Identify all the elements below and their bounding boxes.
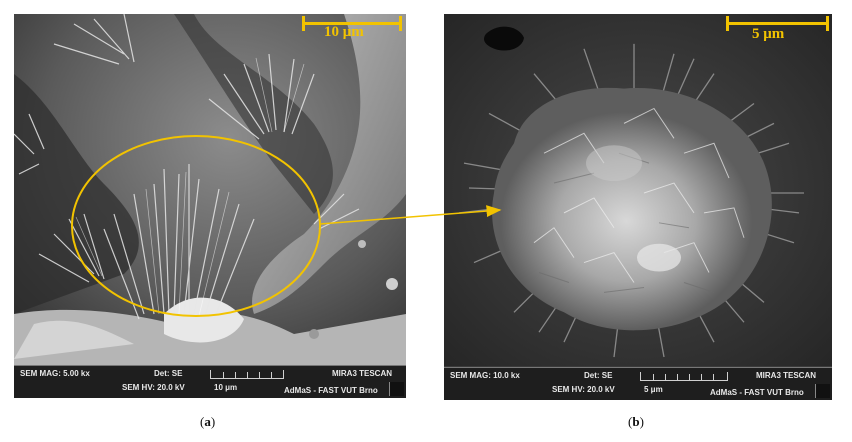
lab-label-a: AdMaS - FAST VUT Brno xyxy=(284,386,378,395)
micrograph-b xyxy=(444,14,832,366)
caption-b: (b) xyxy=(628,414,644,429)
detector-label-b: Det: SE xyxy=(584,371,613,380)
mag-label-b: SEM MAG: 10.0 kx xyxy=(450,371,520,380)
brand-label-a: MIRA3 TESCAN xyxy=(332,369,393,378)
micrograph-a xyxy=(14,14,406,366)
mag-label-a: SEM MAG: 5.00 kx xyxy=(20,369,90,378)
info-scale-ticks-b xyxy=(640,372,728,381)
info-scale-a: 10 μm xyxy=(214,383,238,392)
corner-mark-b xyxy=(815,384,830,398)
caption-a: (a) xyxy=(200,414,216,429)
info-scale-ticks-a xyxy=(210,370,284,379)
hv-label-a: SEM HV: 20.0 kV xyxy=(122,383,185,392)
scale-label-a: 10 μm xyxy=(324,24,364,40)
sem-info-bar-b: SEM MAG: 10.0 kx Det: SE SEM HV: 20.0 kV… xyxy=(444,367,832,400)
lab-label-b: AdMaS - FAST VUT Brno xyxy=(710,388,804,397)
sem-image-a: 10 μm SEM MAG: 5.00 kx Det: SE SEM HV: 2… xyxy=(14,14,406,398)
sem-info-bar-a: SEM MAG: 5.00 kx Det: SE SEM HV: 20.0 kV… xyxy=(14,365,406,398)
sem-image-b: 5 μm SEM MAG: 10.0 kx Det: SE SEM HV: 20… xyxy=(444,14,832,400)
info-scale-b: 5 μm xyxy=(644,385,663,394)
hv-label-b: SEM HV: 20.0 kV xyxy=(552,385,615,394)
detector-label-a: Det: SE xyxy=(154,369,183,378)
brand-label-b: MIRA3 TESCAN xyxy=(756,371,817,380)
scale-label-b: 5 μm xyxy=(752,26,785,42)
corner-mark-a xyxy=(389,382,404,396)
